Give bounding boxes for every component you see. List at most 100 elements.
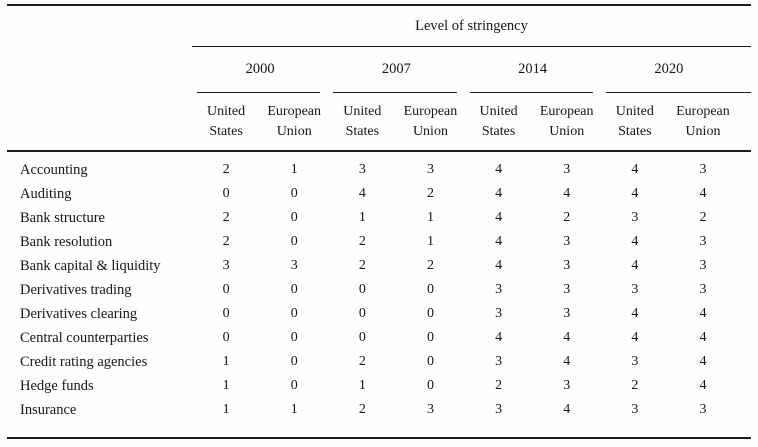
value-cell: 4 — [495, 162, 503, 177]
value-cell: 4 — [631, 234, 639, 249]
value-cell: 2 — [358, 354, 366, 369]
year-rule-2000 — [197, 92, 321, 93]
table-row: Central counterparties 0 0 0 0 4 4 4 4 — [7, 326, 751, 350]
header-line: European — [539, 103, 594, 119]
value-cell: 3 — [563, 234, 571, 249]
table-row: Credit rating agencies 1 0 2 0 3 4 3 4 — [7, 350, 751, 374]
value-cell: 4 — [631, 258, 639, 273]
value-cell: 2 — [222, 162, 230, 177]
header-bottom-rule — [7, 150, 751, 152]
value-cell: 0 — [290, 354, 298, 369]
value-cell: 3 — [631, 354, 639, 369]
col-header-eu-2014: European Union — [533, 93, 601, 150]
value-cell: 4 — [358, 186, 366, 201]
value-cell: 4 — [699, 306, 707, 321]
value-cell: 3 — [495, 306, 503, 321]
year-header-2020: 2020 — [654, 61, 684, 77]
row-label: Central counterparties — [20, 329, 149, 346]
value-cell: 3 — [290, 258, 298, 273]
value-cell: 3 — [563, 162, 571, 177]
value-cell: 4 — [699, 330, 707, 345]
value-cell: 4 — [563, 402, 571, 417]
table-row: Derivatives clearing 0 0 0 0 3 3 4 4 — [7, 302, 751, 326]
value-cell: 0 — [426, 306, 434, 321]
year-header-2014: 2014 — [518, 61, 548, 77]
row-label-stub — [7, 93, 192, 150]
table-row: Insurance 1 1 2 3 3 4 3 3 — [7, 398, 751, 422]
value-cell: 0 — [222, 282, 230, 297]
value-cell: 1 — [358, 378, 366, 393]
table-row: Accounting 2 1 3 3 4 3 4 3 — [7, 158, 751, 182]
value-cell: 0 — [222, 306, 230, 321]
value-cell: 1 — [290, 162, 298, 177]
spanner-header-row: Level of stringency — [7, 6, 751, 46]
row-label: Accounting — [20, 161, 88, 178]
value-cell: 4 — [495, 234, 503, 249]
header-line: European — [403, 103, 458, 119]
value-cell: 4 — [699, 186, 707, 201]
value-cell: 4 — [495, 330, 503, 345]
table-row: Bank structure 2 0 1 1 4 2 3 2 — [7, 206, 751, 230]
value-cell: 3 — [495, 282, 503, 297]
bottom-rule — [7, 437, 751, 439]
value-cell: 0 — [358, 306, 366, 321]
col-header-eu-2000: European Union — [260, 93, 328, 150]
value-cell: 0 — [290, 210, 298, 225]
row-label: Bank structure — [20, 209, 105, 226]
country-header-row: United States European Union United Stat… — [7, 93, 751, 150]
header-line: United — [207, 103, 246, 119]
value-cell: 3 — [358, 162, 366, 177]
row-label: Hedge funds — [20, 377, 94, 394]
value-cell: 2 — [563, 210, 571, 225]
value-cell: 2 — [631, 378, 639, 393]
value-cell: 4 — [699, 354, 707, 369]
value-cell: 2 — [699, 210, 707, 225]
value-cell: 4 — [563, 186, 571, 201]
row-label: Derivatives trading — [20, 281, 132, 298]
value-cell: 3 — [699, 258, 707, 273]
col-header-us-2007: United States — [328, 93, 396, 150]
value-cell: 3 — [699, 402, 707, 417]
header-line: European — [267, 103, 322, 119]
table-row: Bank capital & liquidity 3 3 2 2 4 3 4 3 — [7, 254, 751, 278]
level-of-stringency-spanner: Level of stringency — [415, 17, 528, 34]
value-cell: 3 — [631, 402, 639, 417]
value-cell: 3 — [631, 282, 639, 297]
header-line: States — [209, 123, 243, 139]
col-header-eu-2007: European Union — [396, 93, 464, 150]
value-cell: 2 — [426, 186, 434, 201]
value-cell: 1 — [426, 210, 434, 225]
year-rule-2007 — [333, 92, 457, 93]
stringency-table: Level of stringency 2000 2007 2014 2020 … — [7, 4, 751, 439]
row-label: Derivatives clearing — [20, 305, 138, 322]
value-cell: 3 — [563, 306, 571, 321]
value-cell: 4 — [631, 186, 639, 201]
value-cell: 0 — [222, 330, 230, 345]
value-cell: 0 — [426, 282, 434, 297]
value-cell: 4 — [631, 306, 639, 321]
value-cell: 3 — [699, 234, 707, 249]
value-cell: 1 — [290, 402, 298, 417]
value-cell: 2 — [358, 402, 366, 417]
table-row: Hedge funds 1 0 1 0 2 3 2 4 — [7, 374, 751, 398]
value-cell: 0 — [290, 378, 298, 393]
spanner-rule-row — [7, 46, 751, 47]
value-cell: 0 — [358, 330, 366, 345]
year-rule-2014 — [469, 92, 593, 93]
table-body: Accounting 2 1 3 3 4 3 4 3 Auditing 0 0 4 2 4 4 4 4 Bank s… — [7, 152, 751, 437]
header-line: Union — [276, 123, 312, 139]
value-cell: 4 — [699, 378, 707, 393]
value-cell: 0 — [290, 330, 298, 345]
value-cell: 4 — [563, 330, 571, 345]
year-header-2007: 2007 — [381, 61, 411, 77]
value-cell: 4 — [495, 258, 503, 273]
value-cell: 2 — [495, 378, 503, 393]
top-rule — [7, 4, 751, 6]
spanner-rule — [192, 46, 751, 47]
value-cell: 0 — [426, 354, 434, 369]
year-group-rules — [7, 92, 751, 93]
value-cell: 4 — [631, 162, 639, 177]
value-cell: 3 — [426, 162, 434, 177]
year-header-2000: 2000 — [245, 61, 275, 77]
